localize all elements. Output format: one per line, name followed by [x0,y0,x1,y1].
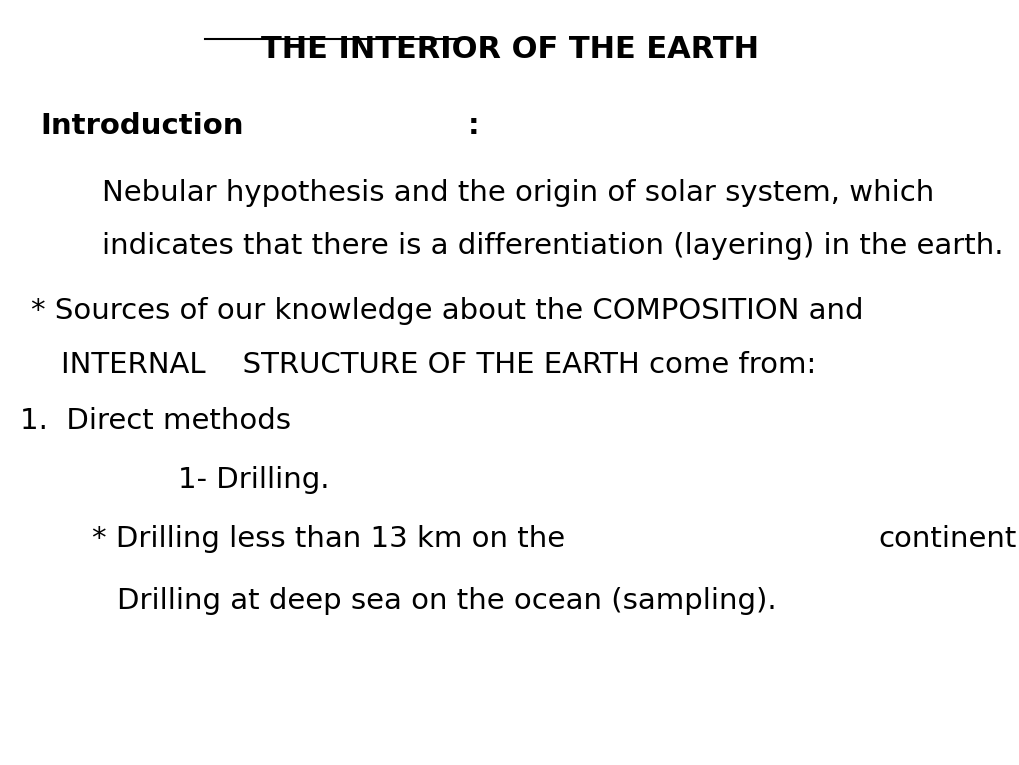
Text: :: : [468,112,479,140]
Text: INTERNAL    STRUCTURE OF THE EARTH come from:: INTERNAL STRUCTURE OF THE EARTH come fro… [61,351,815,379]
Text: 1- Drilling.: 1- Drilling. [178,467,330,494]
Text: * Sources of our knowledge about the COMPOSITION and: * Sources of our knowledge about the COM… [31,298,862,325]
Text: THE INTERIOR OF THE EARTH: THE INTERIOR OF THE EARTH [261,35,758,64]
Text: * Drilling less than 13 km on the: * Drilling less than 13 km on the [92,526,574,553]
Text: 1.  Direct methods: 1. Direct methods [20,407,291,435]
Text: Nebular hypothesis and the origin of solar system, which: Nebular hypothesis and the origin of sol… [102,179,933,207]
Text: continent.: continent. [878,526,1019,553]
Text: Drilling at deep sea on the ocean (sampling).: Drilling at deep sea on the ocean (sampl… [117,587,776,614]
Text: Introduction: Introduction [41,112,245,140]
Text: indicates that there is a differentiation (layering) in the earth.: indicates that there is a differentiatio… [102,233,1003,260]
